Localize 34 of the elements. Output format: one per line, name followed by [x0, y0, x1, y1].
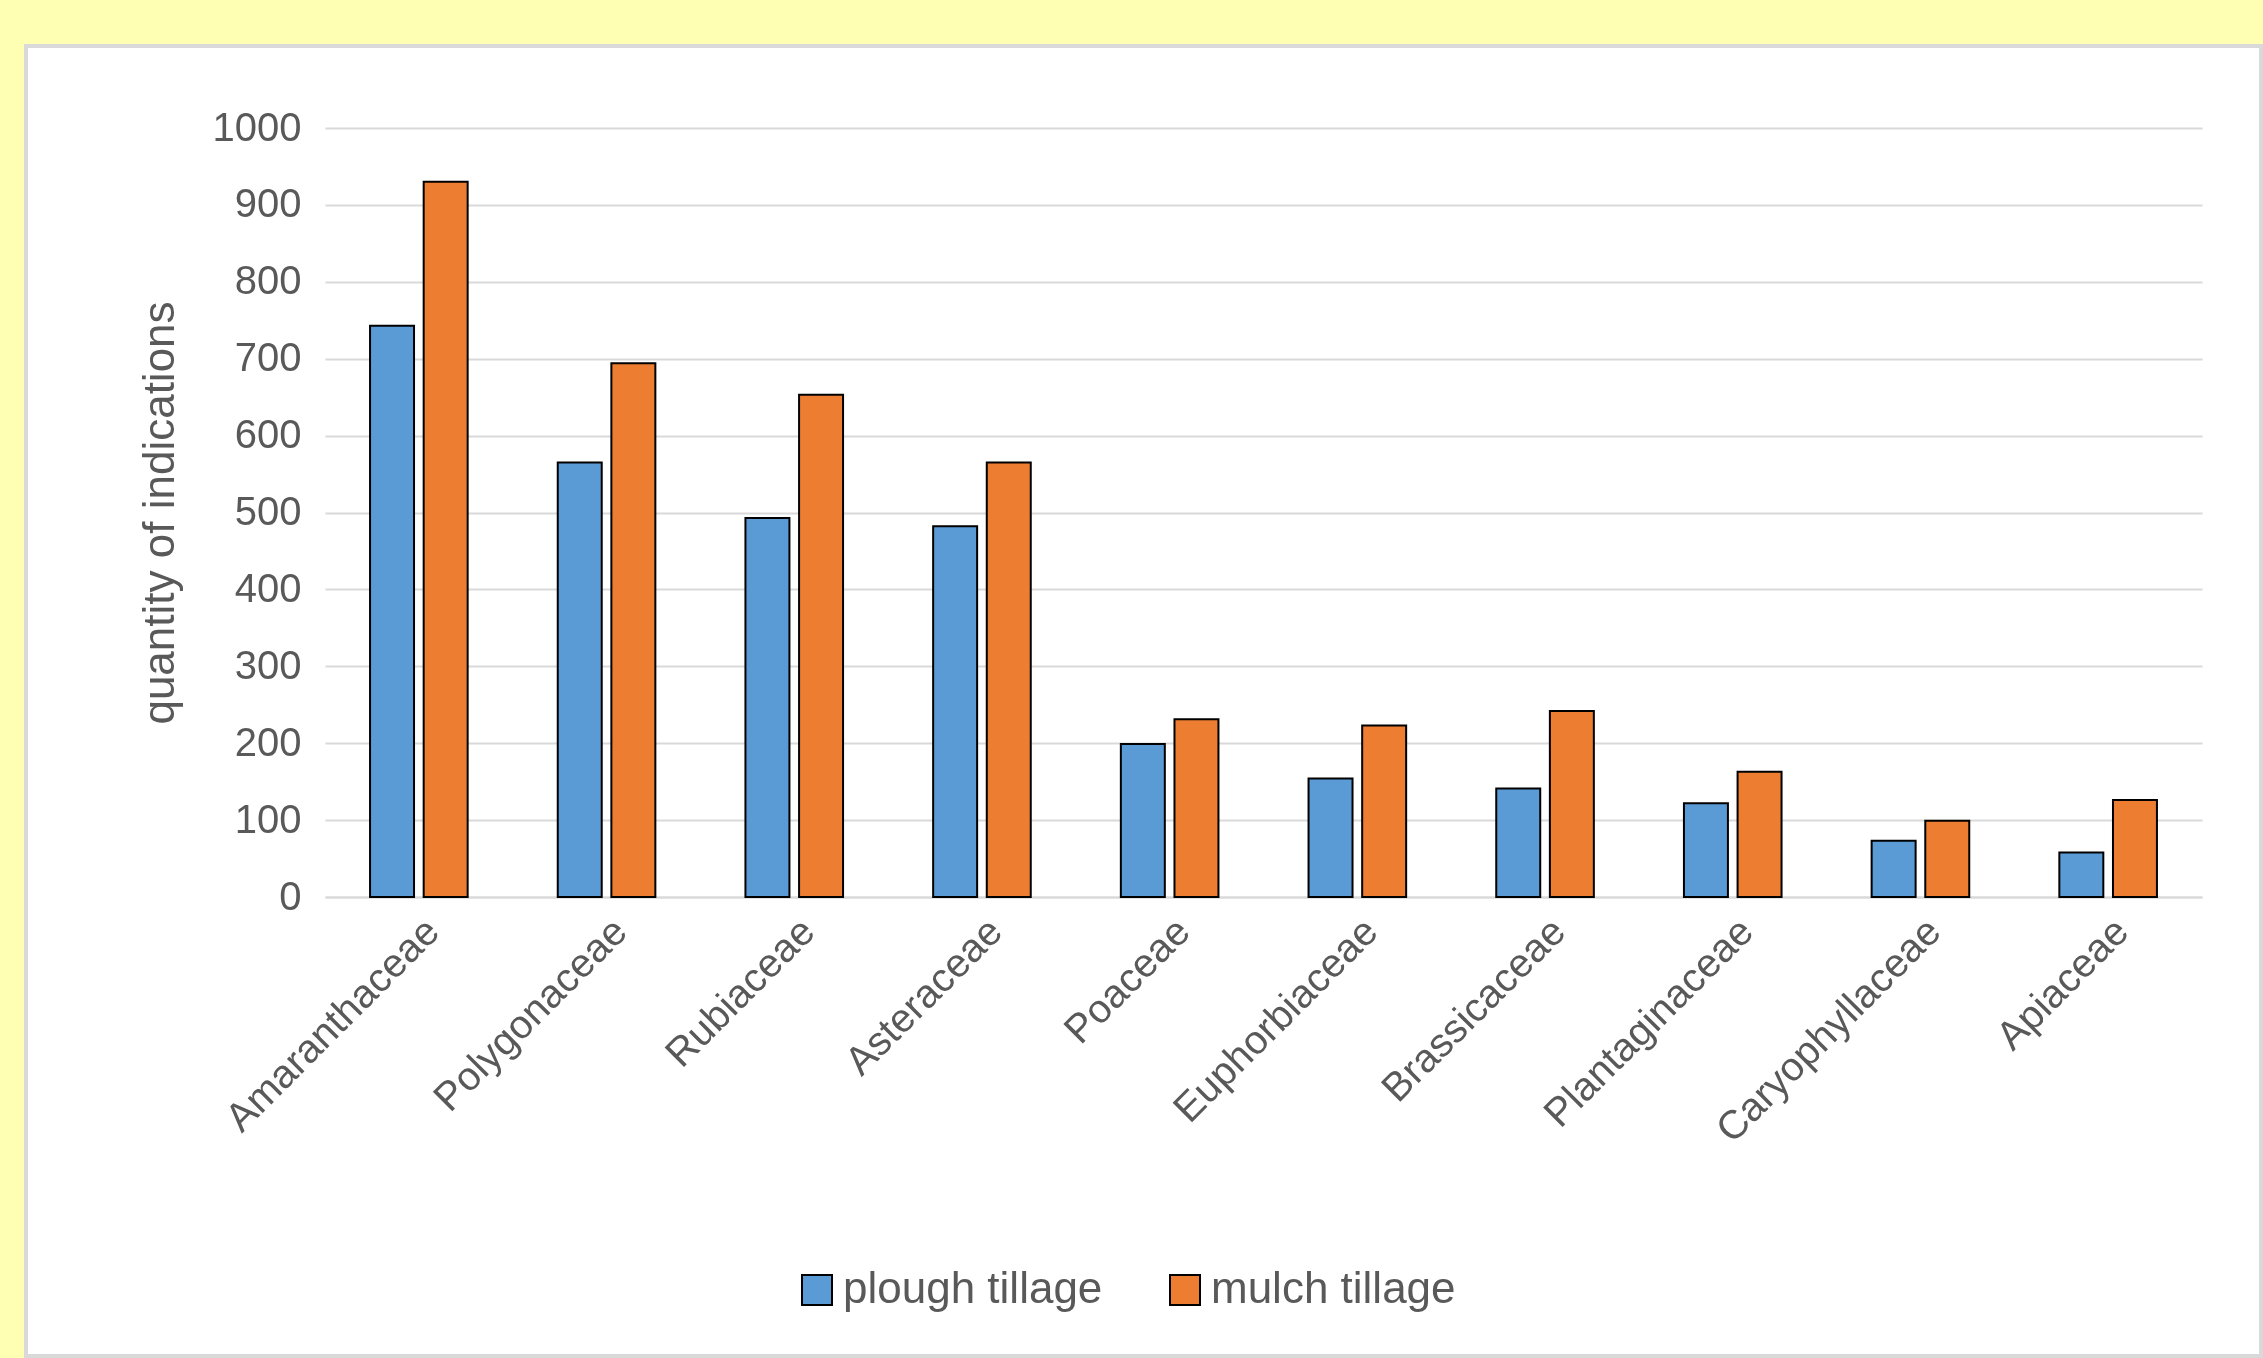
y-axis-title: quantity of indications	[133, 301, 183, 725]
legend-label: plough tillage	[843, 1263, 1103, 1312]
y-tick-label: 400	[234, 565, 302, 610]
y-tick-label: 100	[234, 796, 302, 841]
bar	[1924, 819, 1971, 898]
bar	[1682, 802, 1729, 898]
bar	[1173, 718, 1220, 898]
bar	[422, 180, 469, 898]
y-tick-label: 300	[234, 642, 302, 687]
y-tick-label: 700	[234, 335, 302, 380]
y-tick-label: 200	[234, 719, 302, 764]
bar	[932, 525, 979, 898]
bar	[1361, 724, 1408, 898]
bar	[556, 461, 603, 898]
bar	[610, 362, 657, 898]
y-tick-label: 500	[234, 489, 302, 533]
bar	[2111, 799, 2158, 898]
bar	[1736, 770, 1783, 898]
bar	[369, 324, 416, 898]
bar	[985, 461, 1032, 898]
y-tick-label: 900	[234, 181, 302, 226]
bar	[1495, 787, 1542, 898]
bar	[1870, 839, 1917, 898]
bar	[798, 393, 845, 898]
bar	[2058, 851, 2105, 898]
y-tick-label: 800	[234, 258, 302, 303]
bar	[1307, 777, 1354, 898]
bar	[744, 516, 791, 898]
bar	[1119, 742, 1166, 898]
bar	[1548, 709, 1595, 898]
y-tick-label: 1000	[212, 104, 302, 149]
y-tick-label: 600	[234, 412, 302, 457]
legend-label: mulch tillage	[1211, 1263, 1456, 1312]
y-tick-label: 0	[279, 873, 302, 918]
